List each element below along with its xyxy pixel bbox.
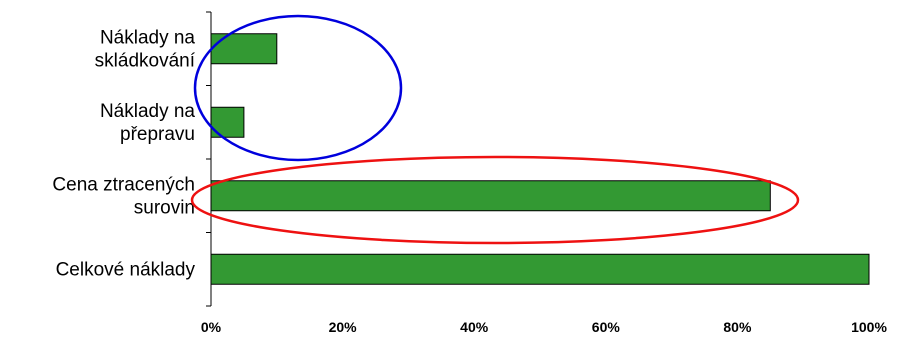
tick-labels: 0% 20% 40% 60% 80% 100% <box>201 319 888 335</box>
annotations <box>190 14 800 245</box>
category-label-line: Celkové náklady <box>56 259 196 280</box>
highlight-ellipse <box>193 14 403 162</box>
category-label: Náklady na skládkování <box>95 27 196 71</box>
x-tick-label: 100% <box>851 319 887 335</box>
x-tick-label: 0% <box>201 319 222 335</box>
bar <box>210 33 278 65</box>
category-label-line: Náklady na <box>100 101 195 122</box>
x-tick-label: 20% <box>329 319 358 335</box>
category-label: Celkové náklady <box>56 259 196 280</box>
category-label-line: skládkování <box>95 50 196 71</box>
x-tick-label: 40% <box>460 319 489 335</box>
highlight-ellipse <box>190 155 800 245</box>
category-label-line: Cena ztracených <box>52 174 195 195</box>
category-label-line: surovin <box>134 197 195 218</box>
category-label-line: Náklady na <box>100 27 195 48</box>
category-label: Cena ztracených surovin <box>52 174 195 218</box>
x-tick-label: 80% <box>723 319 752 335</box>
category-label-line: přepravu <box>120 124 195 145</box>
bar <box>210 180 771 212</box>
bar <box>210 253 870 285</box>
x-tick-label: 60% <box>592 319 621 335</box>
category-label: Náklady na přepravu <box>100 101 195 145</box>
